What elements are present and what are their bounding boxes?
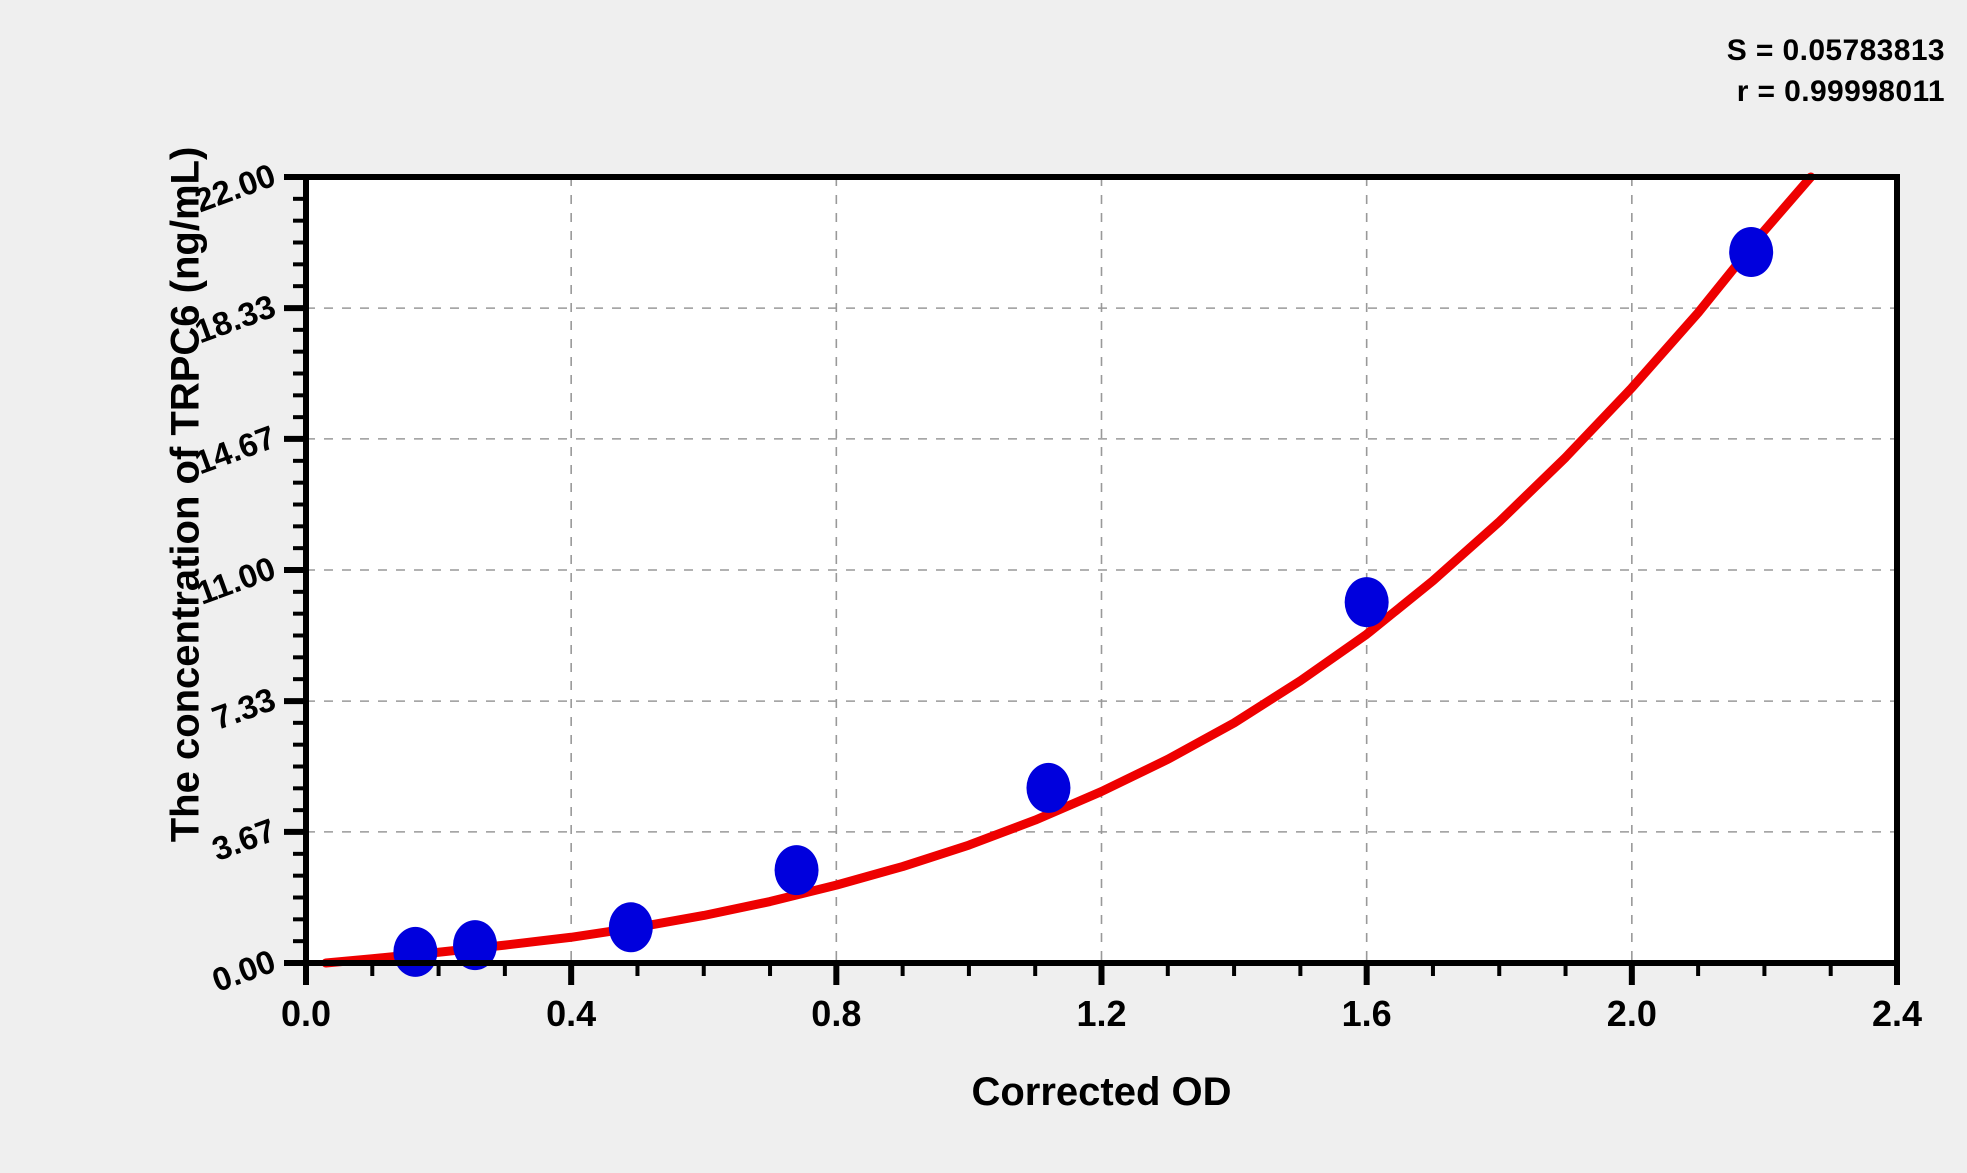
x-tick-label: 2.0 — [1606, 993, 1657, 1034]
data-point — [608, 902, 653, 953]
x-tick-label: 1.2 — [1076, 993, 1127, 1034]
x-tick-label: 0.8 — [811, 993, 862, 1034]
data-point — [1729, 227, 1774, 278]
fitted-curve — [321, 172, 1816, 968]
data-point — [453, 920, 498, 971]
data-point — [1026, 762, 1071, 813]
x-tick-label: 0.0 — [280, 993, 332, 1034]
x-tick-label: 0.4 — [546, 993, 597, 1034]
x-tick-label: 2.4 — [1871, 993, 1923, 1034]
s-value-label: S = 0.05783813 — [1726, 34, 1945, 67]
data-point — [1344, 577, 1389, 628]
statistics-annotation: S = 0.05783813 r = 0.99998011 — [1727, 30, 1945, 113]
x-axis-title: Corrected OD — [971, 1070, 1232, 1114]
data-point — [393, 926, 438, 977]
data-point — [774, 845, 819, 896]
x-tick-label: 1.6 — [1341, 993, 1392, 1034]
r-value-label: r = 0.99998011 — [1736, 75, 1945, 109]
